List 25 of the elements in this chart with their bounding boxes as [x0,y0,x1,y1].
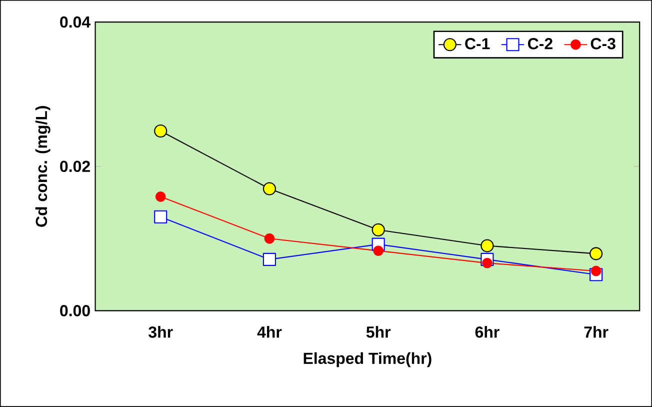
x-tick-label: 3hr [148,326,173,338]
legend-label: C-3 [590,38,616,50]
point [373,246,384,256]
y-tick-label: 0.02 [60,160,90,172]
point [154,124,168,138]
x-tick-label: 7hr [584,326,608,338]
x-axis-title: Elasped Time(hr) [304,352,432,368]
y-tick-label: 0.00 [60,305,90,316]
point [155,191,166,202]
legend-label: C-1 [465,38,490,50]
point [264,233,275,244]
point [482,258,492,268]
x-tick-label: 4hr [257,326,282,338]
point [480,239,494,252]
y-axis-title: Cd conc. (mg/L) [35,106,50,227]
point [262,182,276,196]
point [262,252,276,266]
point [154,210,168,224]
point [590,266,602,276]
x-tick-label: 6hr [475,326,500,338]
x-tick-label: 5hr [366,326,391,338]
point [590,247,603,260]
legend-label: C-2 [528,38,552,50]
point [372,223,385,236]
y-tick-label: 0.04 [60,16,90,28]
